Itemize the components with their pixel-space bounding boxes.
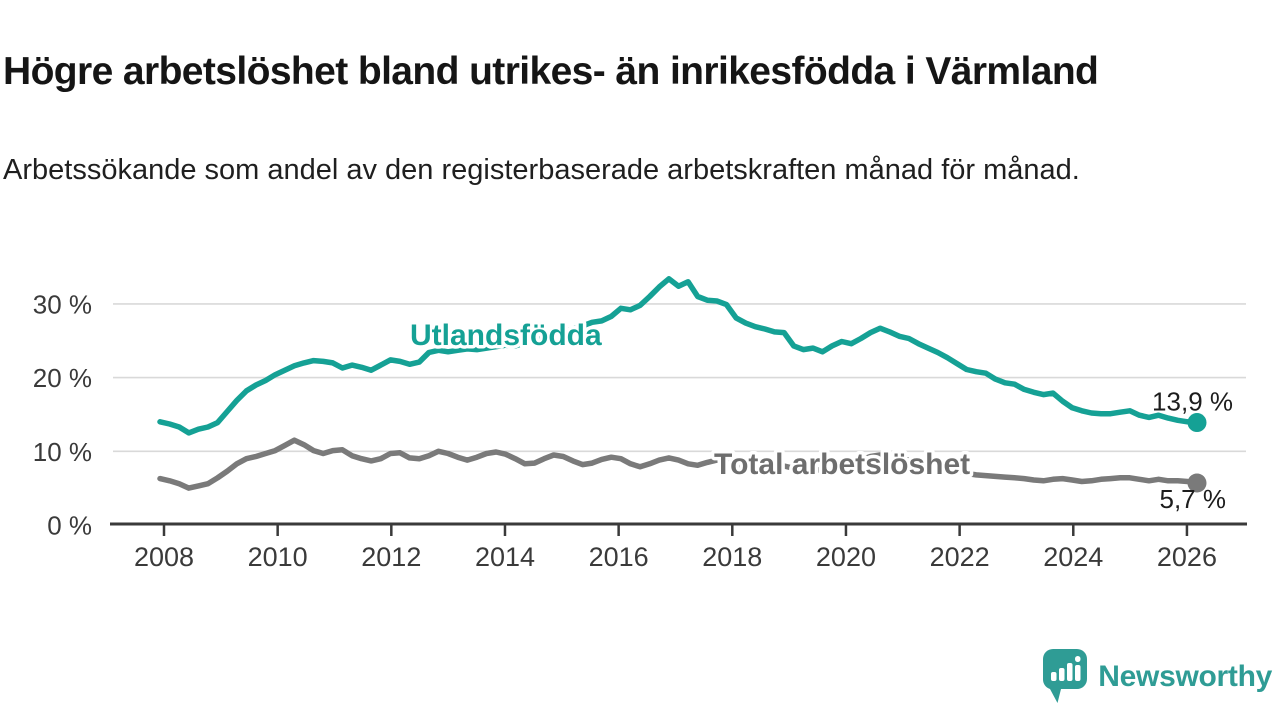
x-axis-tick-label: 2010	[248, 542, 308, 572]
y-axis-tick-label: 10 %	[33, 437, 92, 467]
series-end-value-label: 5,7 %	[1160, 484, 1227, 514]
x-axis-tick-label: 2014	[475, 542, 535, 572]
x-axis-tick-label: 2024	[1043, 542, 1103, 572]
x-axis-tick-label: 2018	[702, 542, 762, 572]
x-axis-tick-label: 2016	[589, 542, 649, 572]
series-label-utlandsfodda: Utlandsfödda	[410, 319, 602, 352]
newsworthy-speech-bubble-chart-icon	[1043, 649, 1088, 703]
series-line-total	[157, 437, 1200, 491]
chart-subtitle: Arbetssökande som andel av den registerb…	[3, 154, 1080, 186]
y-axis-tick-label: 0 %	[47, 511, 92, 541]
series-end-value-label: 13,9 %	[1152, 387, 1233, 417]
y-axis-tick-label: 20 %	[33, 363, 92, 393]
y-axis-tick-label: 30 %	[33, 289, 92, 319]
newsworthy-logo: Newsworthy	[1042, 648, 1272, 705]
series-label-total: Total arbetslöshet	[714, 448, 970, 481]
x-axis-tick-label: 2012	[361, 542, 421, 572]
page-title: Högre arbetslöshet bland utrikes- än inr…	[3, 50, 1099, 94]
x-axis-tick-label: 2008	[134, 542, 194, 572]
series-line-utlandsfodda	[157, 276, 1200, 436]
x-axis-tick-label: 2020	[816, 542, 876, 572]
newsworthy-logo-text: Newsworthy	[1098, 659, 1272, 693]
series-end-dot	[1187, 413, 1207, 433]
x-axis-tick-label: 2026	[1157, 542, 1217, 572]
series-end-dot	[1187, 473, 1207, 493]
x-axis-tick-label: 2022	[930, 542, 990, 572]
